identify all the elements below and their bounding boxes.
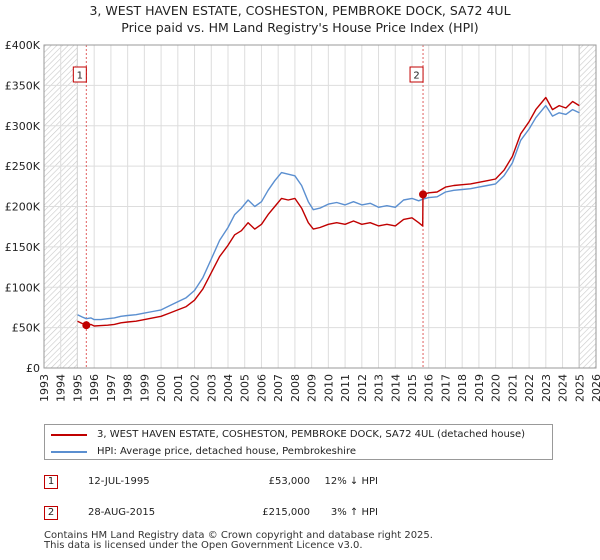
footer: Contains HM Land Registry data © Crown c… [44,531,433,551]
sale-marker-box [409,66,424,83]
legend-swatch-hpi [51,450,87,453]
x-tick-label: 2018 [456,374,469,402]
legend-entry-property: 3, WEST HAVEN ESTATE, COSHESTON, PEMBROK… [51,429,525,440]
x-tick-label: 2004 [222,374,235,402]
sale-marker-label: 1 [77,71,83,82]
x-tick-label: 2005 [239,374,252,402]
y-tick-label: £200K [5,201,41,214]
x-tick-label: 1999 [138,374,151,402]
y-tick-label: £50K [12,322,41,335]
x-tick-label: 2001 [172,374,185,402]
chart-title: 3, WEST HAVEN ESTATE, COSHESTON, PEMBROK… [89,3,511,18]
x-tick-label: 2020 [490,374,503,402]
x-tick-label: 2003 [205,374,218,402]
sale-point [82,321,91,330]
x-tick-label: 2019 [473,374,486,402]
legend-label-property: 3, WEST HAVEN ESTATE, COSHESTON, PEMBROK… [97,429,526,440]
x-tick-label: 2014 [389,374,402,402]
x-tick-label: 2024 [557,374,570,402]
transaction-date: 28-AUG-2015 [88,507,156,518]
y-tick-label: £350K [5,79,41,92]
x-tick-label: 1993 [38,374,51,402]
x-tick-label: 2009 [306,374,319,402]
transaction-row: 2 28-AUG-2015 £215,000 3% ↑ HPI [44,506,564,522]
legend-entry-hpi: HPI: Average price, detached house, Pemb… [51,446,356,457]
y-tick-label: £150K [5,241,41,254]
x-tick-label: 2023 [540,374,553,402]
legend-label-hpi: HPI: Average price, detached house, Pemb… [97,446,356,457]
y-tick-label: £300K [5,120,41,133]
chart-title-block: 3, WEST HAVEN ESTATE, COSHESTON, PEMBROK… [0,2,600,36]
x-tick-label: 1997 [105,374,118,402]
sale-point [419,190,428,199]
plot-frame [43,44,597,369]
transaction-date: 12-JUL-1995 [88,476,150,487]
property-price-line [77,96,580,327]
y-tick-label: £0 [26,362,40,375]
x-tick-label: 2007 [272,374,285,402]
x-tick-label: 2021 [506,374,519,402]
legend: 3, WEST HAVEN ESTATE, COSHESTON, PEMBROK… [44,424,553,460]
y-tick-label: £400K [5,39,41,52]
x-tick-label: 2013 [373,374,386,402]
x-tick-label: 1995 [71,374,84,402]
x-tick-label: 2000 [155,374,168,402]
x-tick-label: 1994 [55,374,68,402]
hpi-line [77,104,580,321]
x-tick-label: 2026 [590,374,600,402]
x-tick-label: 2006 [255,374,268,402]
x-tick-label: 2015 [406,374,419,402]
chart-svg: 1 2 £0 £50K £100K £150K £200K £250K £300K £350K £… [5,39,600,402]
y-tick-label: £100K [5,281,41,294]
y-tick-label: £250K [5,160,41,173]
transaction-hpi: 12% ↓ HPI [324,476,378,487]
x-tick-label: 1996 [88,374,101,402]
legend-swatch-property [51,433,87,436]
transaction-number: 2 [44,506,58,520]
sale-marker-label: 2 [413,71,419,82]
x-tick-label: 2016 [423,374,436,402]
x-tick-label: 2008 [289,374,302,402]
transaction-price: £53,000 [268,476,310,487]
sale-marker-box [72,66,87,83]
transaction-row: 1 12-JUL-1995 £53,000 12% ↓ HPI [44,475,564,491]
footer-copyright: Contains HM Land Registry data © Crown c… [44,530,433,541]
transaction-price: £215,000 [262,507,310,518]
x-tick-label: 2010 [322,374,335,402]
x-tick-label: 2002 [189,374,202,402]
x-tick-label: 2017 [439,374,452,402]
x-tick-label: 2012 [356,374,369,402]
chart-subtitle: Price paid vs. HM Land Registry's House … [121,20,479,35]
transaction-number: 1 [44,475,58,489]
x-tick-label: 1998 [122,374,135,402]
footer-licence: This data is licensed under the Open Gov… [44,540,363,551]
x-tick-label: 2011 [339,374,352,402]
transaction-hpi: 3% ↑ HPI [330,507,378,518]
x-tick-label: 2025 [573,374,586,402]
x-tick-label: 2022 [523,374,536,402]
